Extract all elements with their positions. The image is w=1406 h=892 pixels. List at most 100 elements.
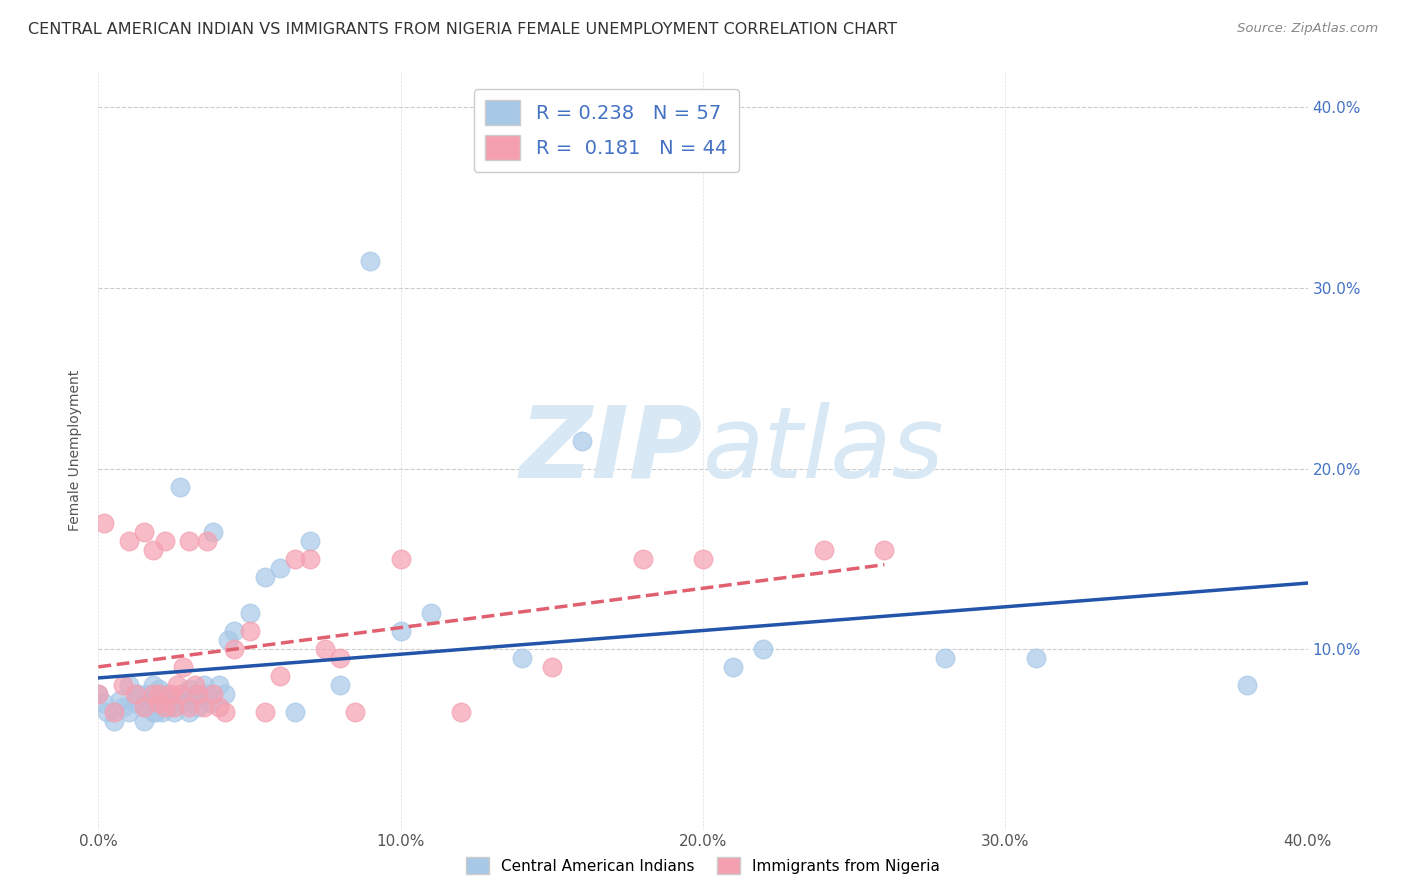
Point — [103, 705, 125, 719]
Point — [153, 696, 176, 710]
Point — [184, 687, 207, 701]
Point — [169, 687, 191, 701]
Point — [187, 699, 209, 714]
Point — [148, 696, 170, 710]
Text: CENTRAL AMERICAN INDIAN VS IMMIGRANTS FROM NIGERIA FEMALE UNEMPLOYMENT CORRELATI: CENTRAL AMERICAN INDIAN VS IMMIGRANTS FR… — [28, 22, 897, 37]
Point — [208, 699, 231, 714]
Point — [1236, 678, 1258, 692]
Point — [193, 699, 215, 714]
Point — [224, 642, 246, 657]
Point — [160, 696, 183, 710]
Point — [132, 699, 155, 714]
Point — [127, 687, 149, 701]
Point — [202, 524, 225, 539]
Legend: Central American Indians, Immigrants from Nigeria: Central American Indians, Immigrants fro… — [460, 851, 946, 880]
Point — [389, 624, 412, 638]
Point — [214, 705, 236, 719]
Point — [200, 696, 222, 710]
Point — [132, 524, 155, 539]
Point — [269, 561, 291, 575]
Point — [93, 516, 115, 530]
Point — [181, 692, 204, 706]
Point — [1024, 651, 1046, 665]
Point — [299, 533, 322, 548]
Point — [813, 542, 835, 557]
Point — [108, 692, 131, 706]
Text: Source: ZipAtlas.com: Source: ZipAtlas.com — [1237, 22, 1378, 36]
Point — [450, 705, 472, 719]
Point — [253, 705, 276, 719]
Point — [934, 651, 956, 665]
Text: atlas: atlas — [703, 402, 945, 499]
Point — [873, 542, 896, 557]
Point — [87, 687, 110, 701]
Point — [217, 633, 239, 648]
Point — [631, 551, 654, 566]
Point — [284, 705, 307, 719]
Point — [540, 660, 562, 674]
Point — [172, 660, 194, 674]
Point — [299, 551, 322, 566]
Point — [239, 624, 262, 638]
Point — [208, 678, 231, 692]
Point — [571, 434, 593, 449]
Point — [239, 606, 262, 620]
Point — [93, 696, 115, 710]
Point — [723, 660, 745, 674]
Point — [179, 699, 201, 714]
Point — [329, 678, 352, 692]
Point — [169, 479, 191, 493]
Text: ZIP: ZIP — [520, 402, 703, 499]
Point — [179, 533, 201, 548]
Point — [163, 705, 186, 719]
Point — [139, 692, 162, 706]
Point — [142, 687, 165, 701]
Point — [124, 687, 146, 701]
Point — [153, 533, 176, 548]
Point — [142, 705, 165, 719]
Point — [118, 705, 141, 719]
Point — [224, 624, 246, 638]
Point — [752, 642, 775, 657]
Point — [166, 692, 188, 706]
Point — [148, 687, 170, 701]
Point — [172, 696, 194, 710]
Point — [153, 699, 176, 714]
Point — [360, 253, 382, 268]
Point — [124, 696, 146, 710]
Point — [148, 696, 170, 710]
Point — [153, 687, 176, 701]
Point — [111, 678, 134, 692]
Point — [148, 681, 170, 696]
Point — [118, 678, 141, 692]
Point — [344, 705, 367, 719]
Point — [269, 669, 291, 683]
Point — [132, 699, 155, 714]
Point — [163, 699, 186, 714]
Point — [253, 570, 276, 584]
Point — [150, 705, 173, 719]
Point — [329, 651, 352, 665]
Point — [202, 687, 225, 701]
Point — [103, 714, 125, 729]
Point — [135, 687, 157, 701]
Point — [145, 705, 167, 719]
Legend: R = 0.238   N = 57, R =  0.181   N = 44: R = 0.238 N = 57, R = 0.181 N = 44 — [474, 88, 740, 171]
Y-axis label: Female Unemployment: Female Unemployment — [69, 370, 83, 531]
Point — [284, 551, 307, 566]
Point — [389, 551, 412, 566]
Point — [184, 678, 207, 692]
Point — [193, 678, 215, 692]
Point — [142, 542, 165, 557]
Point — [510, 651, 533, 665]
Point — [692, 551, 714, 566]
Point — [420, 606, 443, 620]
Point — [166, 678, 188, 692]
Point — [142, 678, 165, 692]
Point — [156, 699, 179, 714]
Point — [111, 699, 134, 714]
Point — [195, 687, 218, 701]
Point — [87, 687, 110, 701]
Point — [187, 687, 209, 701]
Point — [160, 687, 183, 701]
